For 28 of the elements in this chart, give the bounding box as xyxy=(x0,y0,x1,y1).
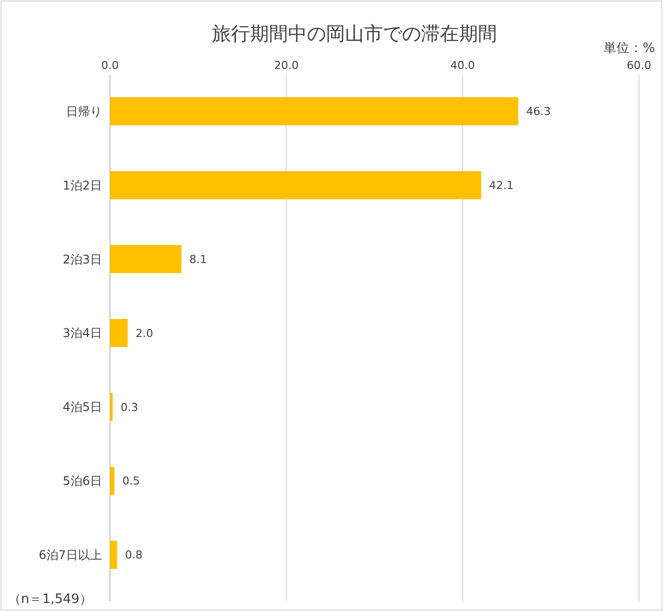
y-tick-label: 6泊7日以上 xyxy=(38,548,102,562)
bar xyxy=(110,466,114,495)
text: （n＝1,549） xyxy=(8,592,92,607)
data-label: 46.3 xyxy=(526,105,551,118)
y-tick-label: 日帰り xyxy=(66,104,102,118)
bar xyxy=(110,392,113,421)
data-label: 0.3 xyxy=(120,400,138,414)
x-tick-label: 60.0 xyxy=(626,59,652,72)
data-label: 0.5 xyxy=(122,474,140,488)
data-label: 2.0 xyxy=(136,326,154,340)
data-label: 0.8 xyxy=(125,548,143,562)
text: 単位：% xyxy=(604,41,655,56)
y-tick-label: 1泊2日 xyxy=(62,178,102,192)
bar xyxy=(110,540,118,569)
chart-title: 旅行期間中の岡山市での滞在期間 xyxy=(212,23,497,45)
x-tick-label: 40.0 xyxy=(450,59,475,72)
bar xyxy=(110,97,518,126)
bar xyxy=(110,171,482,200)
y-tick-label: 4泊5日 xyxy=(62,400,102,414)
bar xyxy=(110,245,182,274)
x-tick-label: 0.0 xyxy=(101,59,119,72)
y-tick-label: 3泊4日 xyxy=(62,326,102,340)
bar xyxy=(110,318,128,348)
data-label: 8.1 xyxy=(189,252,207,266)
y-tick-label: 2泊3日 xyxy=(62,252,102,266)
y-tick-label: 5泊6日 xyxy=(62,474,102,488)
data-label: 42.1 xyxy=(489,179,514,192)
x-tick-label: 20.0 xyxy=(274,59,299,72)
